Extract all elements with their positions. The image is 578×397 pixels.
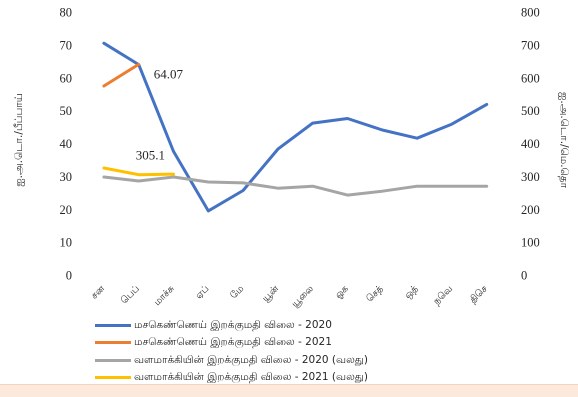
legend-line-swatch — [95, 341, 131, 345]
y-left-tick-label: 10 — [60, 236, 73, 250]
y-right-tick-label: 600 — [521, 71, 540, 85]
legend-label: மசகெண்ணெய் இறக்குமதி விலை - 2020 — [134, 319, 332, 332]
legend-label: வளமாக்கியின் இறக்குமதி விலை - 2021 (வலது… — [134, 371, 368, 384]
legend-entry: வளமாக்கியின் இறக்குமதி விலை - 2021 (வலது… — [95, 369, 515, 386]
y-right-tick-label: 100 — [521, 236, 540, 250]
footer-band — [0, 384, 578, 397]
y-right-tick-label: 400 — [521, 137, 540, 151]
y-axis-left-ticks: 0 10 20 30 40 50 60 70 80 — [60, 6, 73, 283]
y-left-tick-label: 20 — [60, 203, 73, 217]
y-axis-right-title: ஐ.அ.டொ./மெ.தொ — [558, 92, 570, 189]
y-left-tick-label: 60 — [60, 71, 73, 85]
x-tick-label: யூன் — [260, 283, 282, 305]
legend-line-swatch — [95, 376, 131, 380]
x-tick-label: செத் — [364, 283, 386, 305]
y-left-tick-label: 80 — [60, 6, 73, 20]
y-left-tick-label: 0 — [66, 269, 72, 283]
x-tick-label: சன — [89, 283, 108, 302]
legend-label: வளமாக்கியின் இறக்குமதி விலை - 2020 (வலது… — [134, 353, 368, 366]
y-right-tick-label: 500 — [521, 104, 540, 118]
y-right-tick-label: 300 — [521, 170, 540, 184]
legend-line-swatch — [95, 324, 131, 328]
y-right-tick-label: 800 — [521, 6, 540, 20]
x-tick-label: பெப் — [119, 283, 142, 306]
dual-axis-line-chart: ஐ.அ.டொ./பீப்பாய் ஐ.அ.டொ./மெ.தொ 0 10 20 30 40… — [13, 6, 570, 310]
y-right-tick-label: 0 — [521, 269, 527, 283]
series-line-3 — [102, 175, 489, 197]
legend-label: மசகெண்ணெய் இறக்குமதி விலை - 2021 — [134, 336, 332, 349]
x-tick-label: யூலை — [289, 283, 315, 309]
x-tick-label: ஏப் — [193, 283, 211, 301]
series-line-4 — [102, 166, 175, 177]
series-lines — [102, 41, 489, 213]
data-label: 64.07 — [154, 66, 184, 81]
legend-line-swatch — [95, 358, 131, 362]
x-axis-labels: சன பெப் மாச்சு ஏப் மே யூன் யூலை ஓக செத் ஒத் நவெ திச… — [89, 283, 490, 310]
series-line-2 — [102, 62, 141, 88]
series-line-1 — [102, 41, 489, 213]
legend-entry: வளமாக்கியின் இறக்குமதி விலை - 2020 (வலது… — [95, 352, 515, 369]
x-tick-label: மாச்சு — [152, 283, 177, 308]
data-labels: 64.07 305.1 — [136, 66, 184, 162]
x-tick-label: ஓக — [333, 283, 351, 301]
x-tick-label: மே — [228, 283, 246, 301]
legend-entry: மசகெண்ணெய் இறக்குமதி விலை - 2021 — [95, 334, 515, 351]
x-tick-label: திசெ — [468, 283, 491, 306]
y-right-tick-label: 700 — [521, 38, 540, 52]
y-axis-left-title: ஐ.அ.டொ./பீப்பாய் — [13, 93, 25, 187]
legend: மசகெண்ணெய் இறக்குமதி விலை - 2020 மசகெண்ணெ… — [95, 317, 515, 386]
y-left-tick-label: 70 — [60, 38, 73, 52]
x-tick-label: நவெ — [431, 283, 455, 307]
y-left-tick-label: 50 — [60, 104, 73, 118]
y-left-tick-label: 30 — [60, 170, 73, 184]
data-label: 305.1 — [136, 148, 165, 163]
x-tick-label: ஒத் — [402, 283, 420, 301]
y-right-tick-label: 200 — [521, 203, 540, 217]
y-left-tick-label: 40 — [60, 137, 73, 151]
y-axis-right-ticks: 0 100 200 300 400 500 600 700 800 — [521, 6, 540, 283]
legend-entry: மசகெண்ணெய் இறக்குமதி விலை - 2020 — [95, 317, 515, 334]
